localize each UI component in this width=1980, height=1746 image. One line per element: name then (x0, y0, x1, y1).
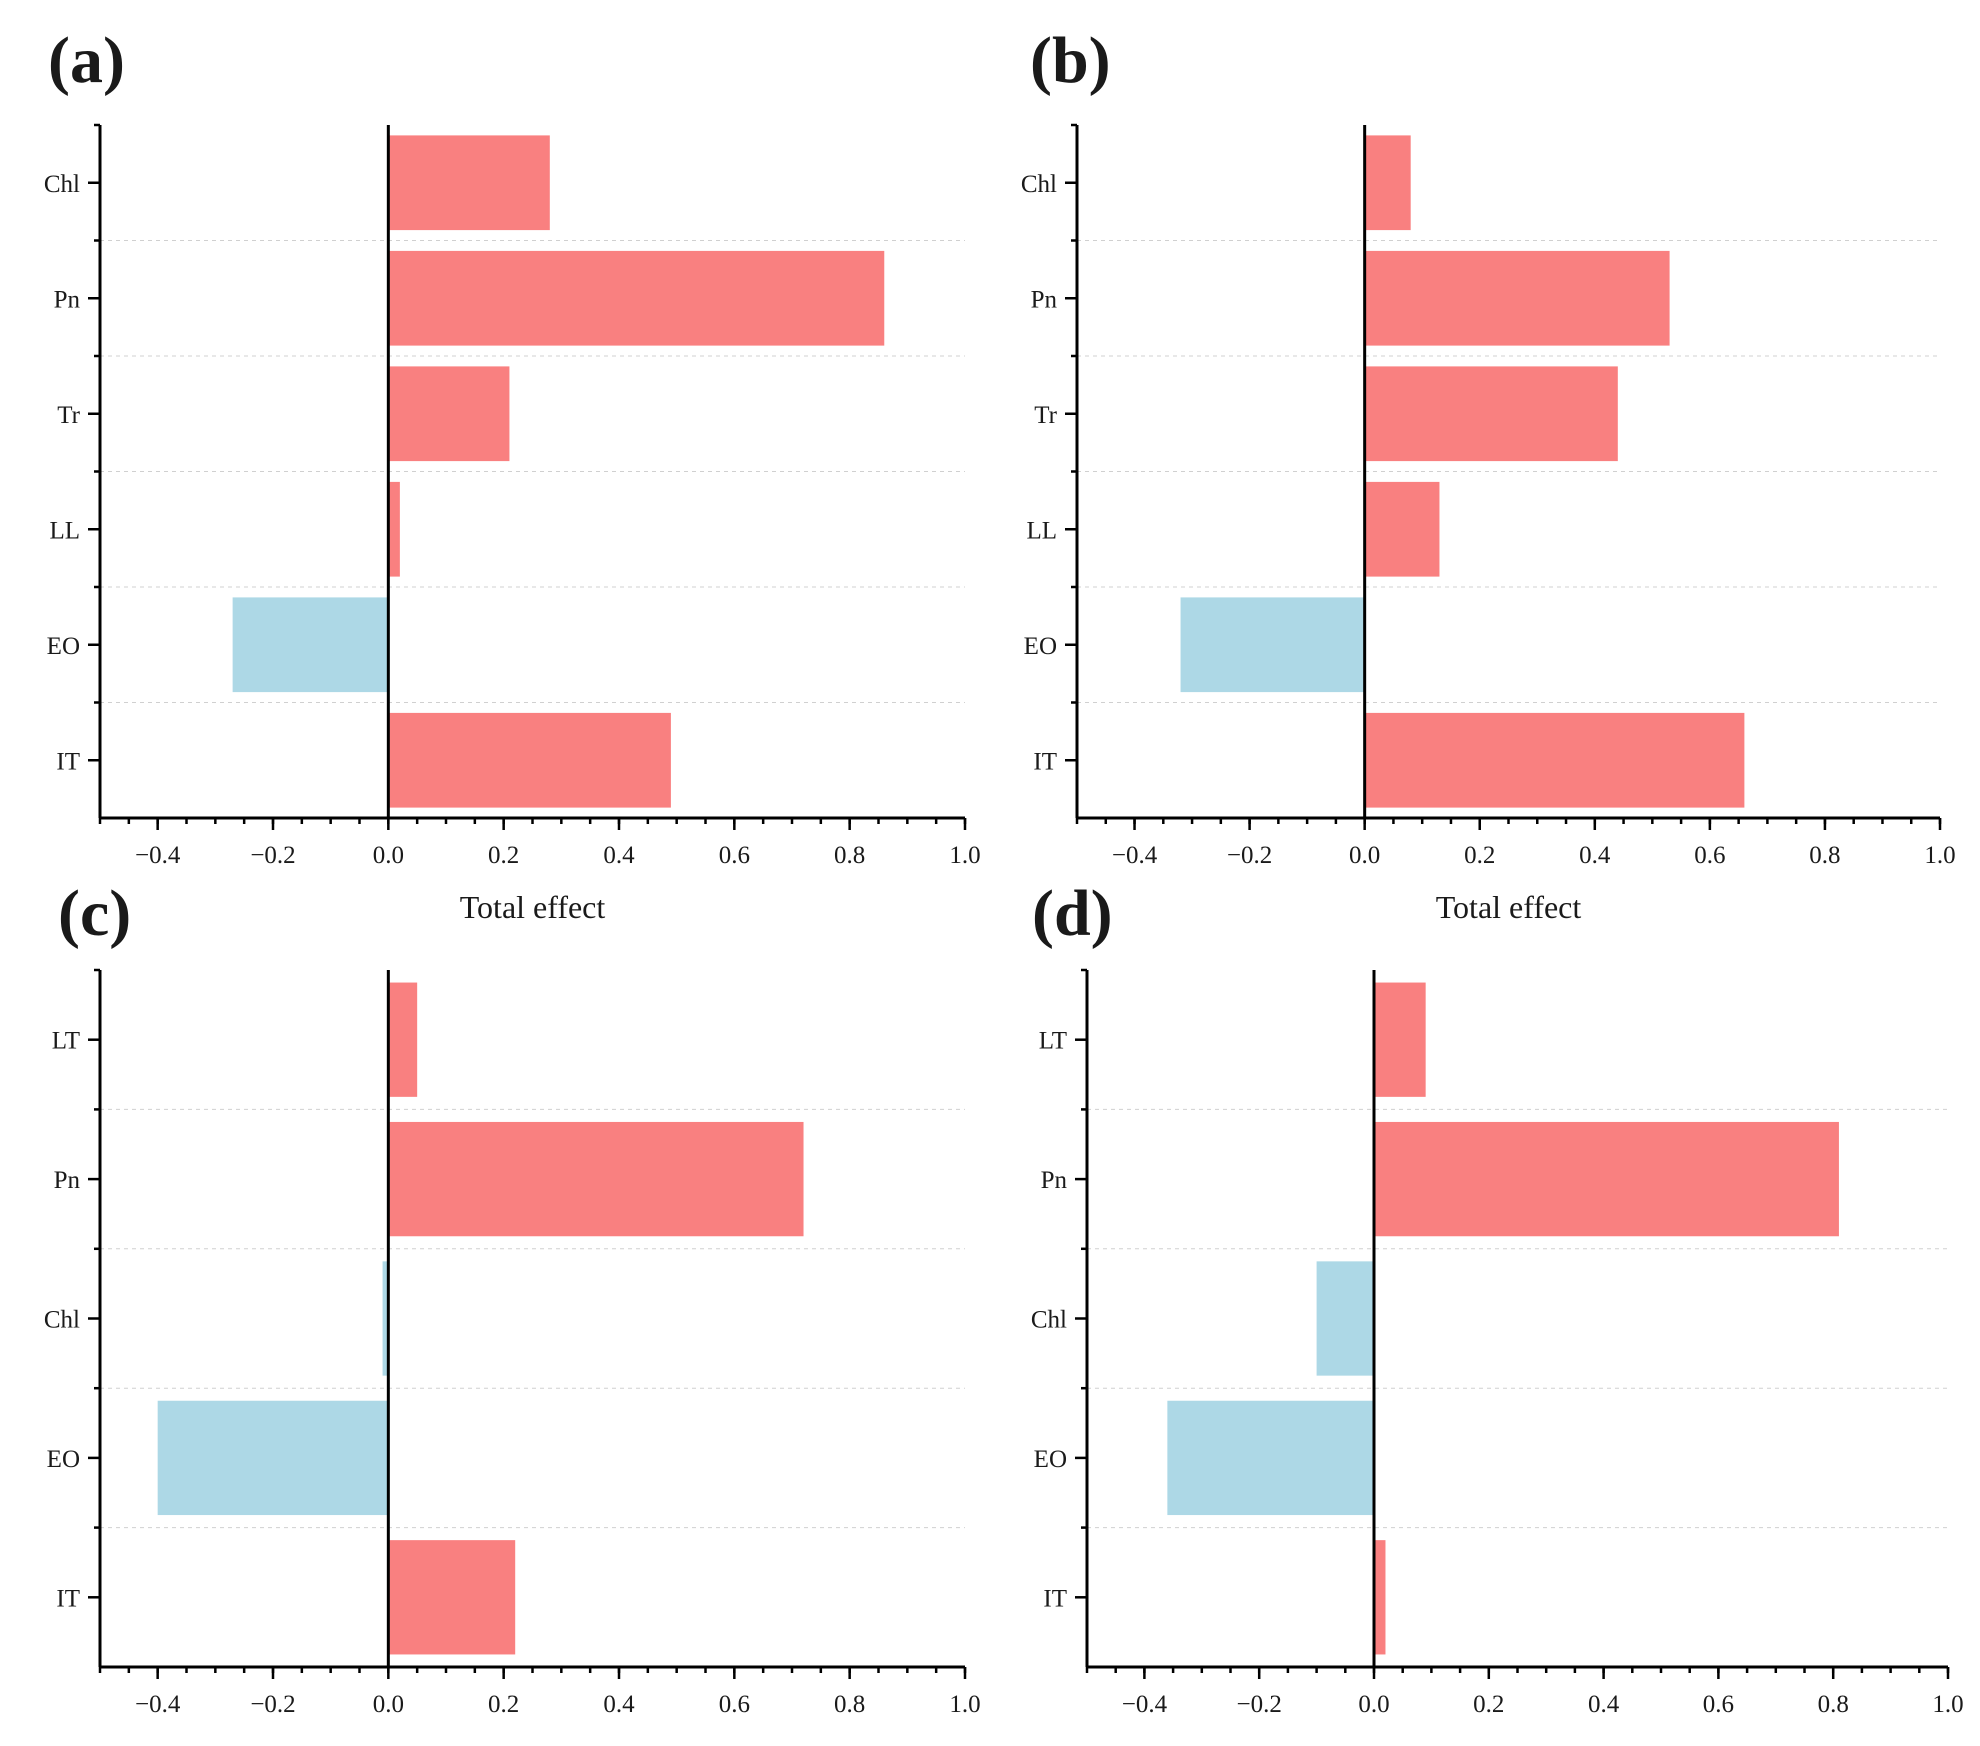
bar-tr (388, 366, 510, 462)
y-tick-label: Pn (1041, 1167, 1068, 1194)
y-tick-label: Pn (1031, 286, 1058, 313)
y-tick-label: Pn (54, 1167, 81, 1194)
x-tick-label: 0.4 (1579, 842, 1611, 869)
y-tick-label: IT (56, 748, 80, 775)
y-tick-label: Tr (57, 402, 80, 429)
x-tick-label: −0.2 (1227, 842, 1272, 869)
bar-ll (388, 481, 400, 577)
x-tick-label: −0.2 (250, 842, 295, 869)
y-tick-label: IT (1043, 1585, 1067, 1612)
bar-it (1374, 1540, 1386, 1655)
x-tick-label: 0.0 (1349, 842, 1380, 869)
bar-it (388, 712, 671, 808)
bar-chl (388, 135, 550, 231)
y-tick-label: IT (56, 1585, 80, 1612)
panel-label: (d) (1032, 877, 1113, 950)
x-axis-title: Total effect (1436, 889, 1582, 925)
bar-lt (1374, 982, 1426, 1097)
bar-chl (382, 1261, 389, 1376)
chart-panel-a: (a) Chl Pn Tr LL EO IT −0.4 −0.2 0.0 0.2 0.4 0.6 0.8 1… (44, 24, 981, 925)
y-tick-label: LL (1026, 517, 1057, 544)
x-tick-label: −0.4 (1122, 1691, 1168, 1718)
x-tick-label: 0.6 (1694, 842, 1725, 869)
y-tick-label: Chl (1031, 1307, 1067, 1334)
x-tick-label: 0.4 (1588, 1691, 1620, 1718)
x-tick-label: 0.2 (1473, 1691, 1504, 1718)
x-tick-label: 1.0 (949, 1691, 980, 1718)
bar-eo (1180, 597, 1365, 693)
y-tick-label: LL (49, 517, 80, 544)
bar-eo (232, 597, 389, 693)
y-tick-label: LT (1039, 1028, 1067, 1055)
y-tick-label: Tr (1034, 402, 1057, 429)
y-tick-label: Pn (54, 286, 81, 313)
panel-label: (b) (1030, 24, 1111, 97)
x-tick-label: 0.2 (1464, 842, 1495, 869)
chart-panel-c: (c) LT Pn Chl EO IT −0.4 −0.2 0.0 0.2 0.4 0.6 0.8 1.0 (44, 877, 981, 1718)
panel-label: (c) (58, 877, 131, 950)
y-tick-label: Chl (44, 1307, 80, 1334)
x-tick-label: 0.4 (603, 1691, 635, 1718)
x-axis-title: Total effect (460, 889, 606, 925)
bar-eo (1167, 1400, 1374, 1516)
x-tick-label: −0.4 (135, 1691, 181, 1718)
bar-chl (1316, 1261, 1374, 1376)
y-tick-label: EO (1034, 1446, 1067, 1473)
bar-pn (388, 250, 885, 346)
x-tick-label: 0.2 (488, 842, 519, 869)
x-tick-label: 0.2 (488, 1691, 519, 1718)
x-tick-label: 0.6 (719, 842, 750, 869)
y-tick-label: EO (47, 1446, 80, 1473)
x-tick-label: 0.8 (834, 1691, 865, 1718)
panel-label: (a) (48, 24, 125, 97)
x-tick-label: 1.0 (949, 842, 980, 869)
bar-pn (1364, 250, 1670, 346)
x-tick-label: 0.8 (834, 842, 865, 869)
bar-tr (1364, 366, 1618, 462)
x-tick-label: 0.4 (603, 842, 635, 869)
x-tick-label: 0.8 (1809, 842, 1840, 869)
y-tick-label: IT (1033, 748, 1057, 775)
bar-pn (388, 1121, 804, 1237)
bar-lt (388, 982, 418, 1097)
bar-pn (1374, 1121, 1839, 1237)
x-tick-label: 1.0 (1932, 1691, 1963, 1718)
bar-it (388, 1540, 516, 1655)
y-tick-label: EO (1024, 633, 1057, 660)
x-tick-label: 0.0 (1358, 1691, 1389, 1718)
bar-eo (157, 1400, 389, 1516)
y-tick-label: LT (52, 1028, 80, 1055)
x-tick-label: 0.8 (1818, 1691, 1849, 1718)
x-tick-label: −0.2 (250, 1691, 295, 1718)
chart-panel-d: (d) LT Pn Chl EO IT −0.4 −0.2 0.0 0.2 0.4 0.6 0.8 1.0 (1031, 877, 1964, 1718)
bar-chl (1364, 135, 1411, 231)
y-tick-label: Chl (1021, 171, 1057, 198)
x-tick-label: 0.0 (373, 1691, 404, 1718)
bar-ll (1364, 481, 1440, 577)
x-tick-label: 0.6 (1703, 1691, 1734, 1718)
x-tick-label: 0.6 (719, 1691, 750, 1718)
x-tick-label: −0.4 (1112, 842, 1158, 869)
x-tick-label: 1.0 (1924, 842, 1955, 869)
chart-panel-b: (b) Chl Pn Tr LL EO IT −0.4 −0.2 0.0 0.2 0.4 0.6 0.8 1… (1021, 24, 1956, 925)
x-tick-label: −0.4 (135, 842, 181, 869)
y-tick-label: EO (47, 633, 80, 660)
y-tick-label: Chl (44, 171, 80, 198)
bar-it (1364, 712, 1745, 808)
x-tick-label: −0.2 (1237, 1691, 1282, 1718)
x-tick-label: 0.0 (373, 842, 404, 869)
